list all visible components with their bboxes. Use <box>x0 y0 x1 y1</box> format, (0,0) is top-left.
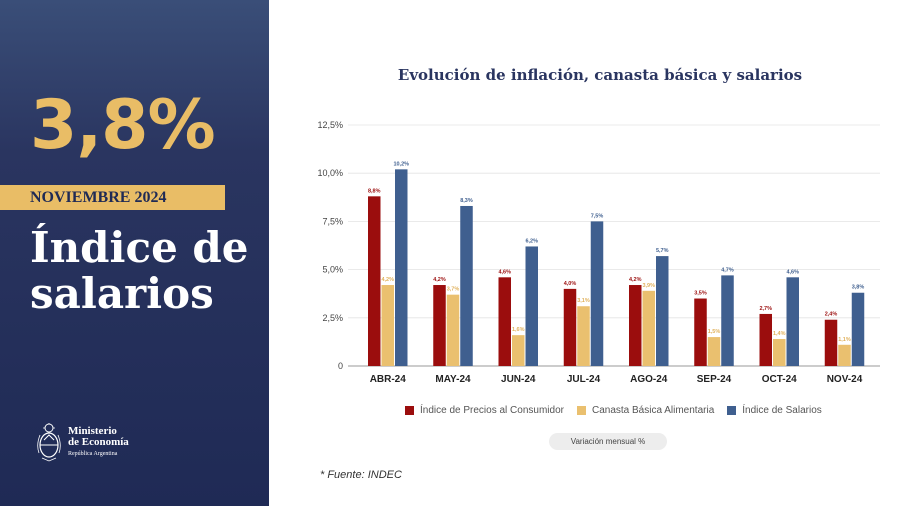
data-label: 3,8% <box>852 285 865 291</box>
data-label: 4,7% <box>721 267 734 273</box>
data-label: 1,1% <box>838 337 851 343</box>
x-tick-label: OCT-24 <box>762 374 797 385</box>
y-tick-label: 7,5% <box>322 216 343 226</box>
bar-ipc <box>498 277 511 366</box>
bar-ipc <box>824 319 838 366</box>
data-label: 3,7% <box>447 287 460 293</box>
bar-salarios <box>786 277 799 366</box>
data-label: 2,7% <box>759 306 772 312</box>
legend-label-cba: Canasta Básica Alimentaria <box>591 405 715 416</box>
bar-salarios <box>656 256 669 366</box>
data-label: 8,8% <box>368 188 381 194</box>
legend-label-salarios: Índice de Salarios <box>742 405 822 416</box>
x-tick-label: SEP-24 <box>697 374 732 385</box>
x-tick-label: JUL-24 <box>567 374 601 385</box>
chart-legend: Índice de Precios al Consumidor Canasta … <box>405 405 835 416</box>
legend-swatch-salarios <box>727 406 737 415</box>
legend-label-ipc: Índice de Precios al Consumidor <box>420 405 564 416</box>
logo-line-3: República Argentina <box>68 451 118 457</box>
bar-cba <box>773 339 786 366</box>
logo-line-2: de Economía <box>68 436 129 448</box>
bar-cba <box>446 294 460 366</box>
data-label: 1,4% <box>773 331 786 337</box>
x-tick-label: MAY-24 <box>435 374 471 385</box>
data-label: 4,0% <box>564 281 577 287</box>
bar-salarios <box>721 275 734 366</box>
bar-ipc <box>694 298 707 366</box>
data-label: 3,5% <box>694 291 707 297</box>
unit-label: Variación mensual % <box>549 433 667 450</box>
x-tick-label: NOV-24 <box>827 374 863 385</box>
bar-ipc <box>563 288 577 366</box>
bar-ipc <box>433 285 446 366</box>
legend-item-ipc: Índice de Precios al Consumidor <box>405 405 564 416</box>
y-tick-label: 10,0% <box>317 168 343 178</box>
bar-cba <box>381 285 394 366</box>
data-label: 2,4% <box>825 312 838 318</box>
headline-value: 3,8% <box>30 86 216 165</box>
data-label: 4,2% <box>629 277 642 283</box>
period-banner: NOVIEMBRE 2024 <box>0 185 225 210</box>
bar-cba <box>512 335 525 366</box>
bar-cba <box>577 306 590 366</box>
data-label: 4,6% <box>786 269 799 275</box>
chart-title: Evolución de inflación, canasta básica y… <box>397 66 803 84</box>
coat-of-arms-icon <box>37 423 61 462</box>
x-tick-label: AGO-24 <box>630 374 668 385</box>
y-tick-label: 5,0% <box>322 265 343 275</box>
y-tick-label: 12,5% <box>317 120 343 130</box>
data-label: 4,2% <box>433 277 446 283</box>
bar-ipc <box>759 313 772 366</box>
panel-title: Índice de salarios <box>30 223 249 318</box>
source-note: * Fuente: INDEC <box>320 469 402 481</box>
bar-salarios <box>851 292 865 366</box>
bar-cba <box>838 344 851 366</box>
bar-salarios <box>460 205 473 366</box>
data-label: 1,6% <box>512 327 525 333</box>
bar-cba <box>642 290 655 366</box>
legend-item-salarios: Índice de Salarios <box>727 405 822 416</box>
bar-salarios <box>590 221 604 366</box>
logo-line-1: Ministerio <box>68 425 117 437</box>
bar-cba <box>707 337 721 366</box>
data-label: 6,2% <box>525 238 538 244</box>
legend-swatch-ipc <box>405 406 414 415</box>
bar-chart: 0 2,5% 5,0% 7,5% 10,0% 12,5% 8,8% 4,2% 10,2% 4,2… <box>317 120 880 385</box>
x-tick-label: JUN-24 <box>501 374 536 385</box>
x-tick-label: ABR-24 <box>370 374 407 385</box>
legend-swatch-cba <box>576 406 586 415</box>
data-label: 3,1% <box>577 298 590 304</box>
bar-ipc <box>629 285 642 366</box>
y-tick-label: 0 <box>338 361 343 371</box>
ministry-logo: Ministerio de Economía República Argenti… <box>36 423 129 463</box>
data-label: 1,5% <box>708 329 721 335</box>
data-label: 3,9% <box>642 283 655 289</box>
data-label: 5,7% <box>656 248 669 254</box>
data-label: 8,3% <box>460 198 473 204</box>
data-label: 4,2% <box>381 277 394 283</box>
bar-salarios <box>525 246 538 366</box>
left-panel: 3,8% NOVIEMBRE 2024 Índice de salarios M… <box>0 0 269 506</box>
bar-salarios <box>395 169 408 366</box>
bar-ipc <box>368 196 381 366</box>
y-tick-label: 2,5% <box>322 313 343 323</box>
data-label: 10,2% <box>393 161 409 167</box>
legend-item-cba: Canasta Básica Alimentaria <box>576 405 715 416</box>
data-label: 7,5% <box>591 213 604 219</box>
data-label: 4,6% <box>498 269 511 275</box>
